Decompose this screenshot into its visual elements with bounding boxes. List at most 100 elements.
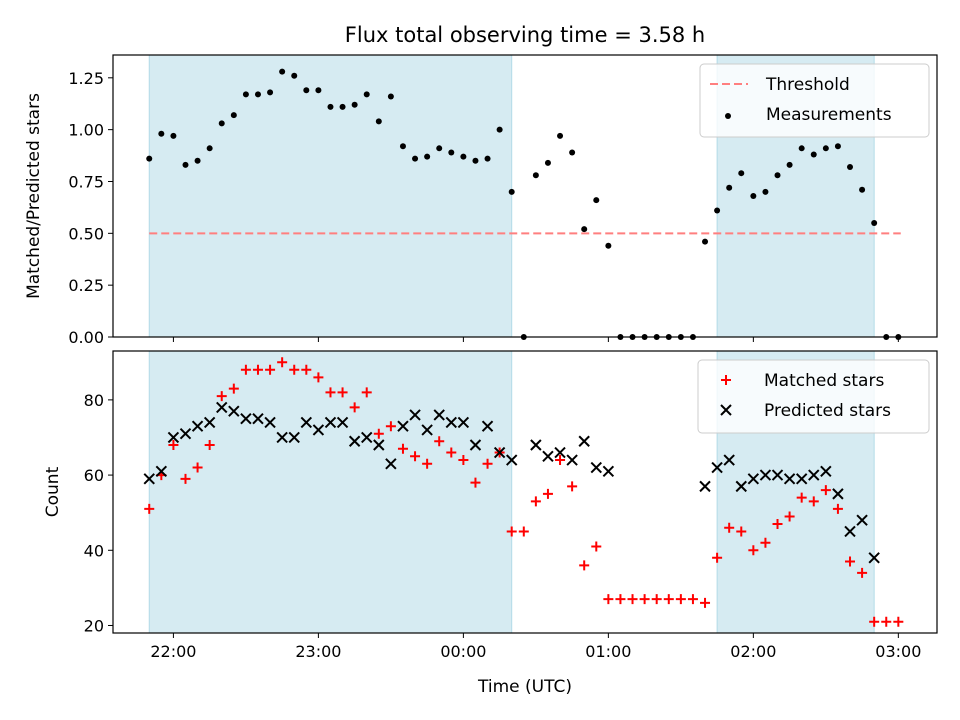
measurement-point (484, 155, 491, 162)
x-tick-label: 01:00 (585, 642, 631, 661)
measurement-point (581, 226, 588, 233)
predicted-stars-point (348, 435, 361, 447)
predicted-stars-point (481, 420, 494, 432)
x-tick-label: 03:00 (875, 642, 921, 661)
predicted-stars-point (385, 458, 397, 470)
predicted-stars-point (143, 473, 155, 485)
y-tick-label: 0.75 (68, 172, 104, 191)
measurement-point (738, 170, 745, 177)
measurement-point (230, 112, 237, 119)
measurement-point (786, 161, 793, 168)
measurement-point (387, 93, 394, 100)
measurement-point (822, 145, 829, 152)
measurement-point (508, 188, 515, 195)
matched-stars-point (506, 526, 517, 537)
predicted-stars-point (699, 480, 711, 493)
predicted-stars-point (324, 416, 337, 429)
legend-box (697, 359, 930, 434)
plot-frame (112, 54, 938, 338)
predicted-stars-point (759, 469, 772, 481)
observing-window-region (148, 54, 513, 338)
predicted-stars-point (167, 431, 180, 444)
matched-stars-point (675, 594, 686, 605)
matched-stars-point (180, 473, 191, 484)
measurement-point (182, 161, 189, 168)
measurement-point (375, 118, 382, 125)
measurement-point (206, 145, 213, 152)
matched-stars-point (724, 522, 735, 533)
matched-stars-point (397, 443, 408, 454)
predicted-stars-point (409, 409, 421, 421)
measurement-point (242, 91, 249, 98)
measurement-point (448, 149, 455, 156)
bottom-panel: 22:00 23:00 00:00 01:00 02:00 03:00 20 40 60 80 Co… (43, 350, 938, 661)
predicted-stars-point (844, 525, 856, 538)
measurement-point (315, 87, 322, 94)
measurement-point (327, 103, 334, 110)
x-tick-label: 22:00 (150, 642, 196, 661)
predicted-stars-point (373, 439, 385, 451)
measurement-point (460, 153, 467, 160)
predicted-stars-point (530, 439, 542, 451)
matched-stars-point (252, 364, 263, 375)
predicted-stars-point (288, 431, 300, 444)
measurement-point (798, 145, 805, 152)
matched-stars-point (567, 481, 578, 492)
measurement-point (762, 188, 769, 195)
plot-frame (112, 350, 938, 634)
predicted-stars-point (433, 409, 445, 421)
matched-stars-point (808, 496, 819, 507)
y-axis-label: Count (43, 466, 63, 517)
predicted-stars-point (795, 473, 808, 485)
legend-label: Threshold (765, 75, 850, 95)
matched-stars-point (446, 447, 457, 458)
matched-stars-point (313, 372, 324, 383)
predicted-stars-point (155, 465, 168, 478)
matched-stars-point (639, 594, 650, 605)
measurement-point (472, 157, 479, 164)
measurement-point (532, 172, 539, 179)
predicted-stars-point (312, 424, 325, 436)
predicted-stars-point (361, 431, 373, 444)
predicted-stars-point (240, 412, 252, 425)
predicted-stars-point (832, 488, 844, 500)
measurement-point (351, 101, 358, 108)
matched-stars-point (772, 518, 783, 529)
predicted-stars-point (820, 465, 832, 478)
matched-stars-point (687, 594, 698, 605)
legend-label: Matched stars (764, 371, 884, 391)
measurement-point (218, 120, 225, 127)
y-tick-label: 0.50 (68, 224, 104, 243)
matched-stars-point (518, 526, 529, 537)
matched-stars-point (591, 541, 602, 552)
matched-stars-point (144, 503, 155, 514)
measurement-point (279, 68, 286, 75)
y-tick-label: 80 (84, 391, 104, 410)
matched-stars-point (289, 364, 300, 375)
predicted-stars-point (421, 424, 433, 436)
measurement-point (291, 72, 298, 79)
matched-stars-point (530, 496, 541, 507)
legend-label: Measurements (766, 105, 892, 125)
predicted-stars-point (457, 416, 470, 429)
x-tick-label: 00:00 (440, 642, 486, 661)
predicted-stars-point (203, 416, 216, 429)
predicted-stars-point (179, 428, 192, 440)
measurement-point (605, 242, 612, 249)
measurement-point (254, 91, 261, 98)
predicted-stars-point (264, 416, 276, 429)
predicted-stars-point (191, 420, 204, 432)
matched-stars-point (760, 537, 771, 548)
predicted-stars-point (397, 420, 409, 432)
measurement-point (424, 153, 431, 160)
measurement-point (557, 132, 564, 139)
measurement-point (544, 159, 551, 166)
matched-stars-point (470, 477, 481, 488)
matched-stars-point (204, 440, 215, 450)
measurement-point (412, 155, 419, 162)
matched-stars-point (857, 567, 868, 578)
matched-stars-point (301, 364, 312, 375)
matched-stars-point (555, 455, 566, 466)
predicted-stars-point (711, 461, 723, 474)
y-tick-label: 1.00 (68, 121, 104, 140)
